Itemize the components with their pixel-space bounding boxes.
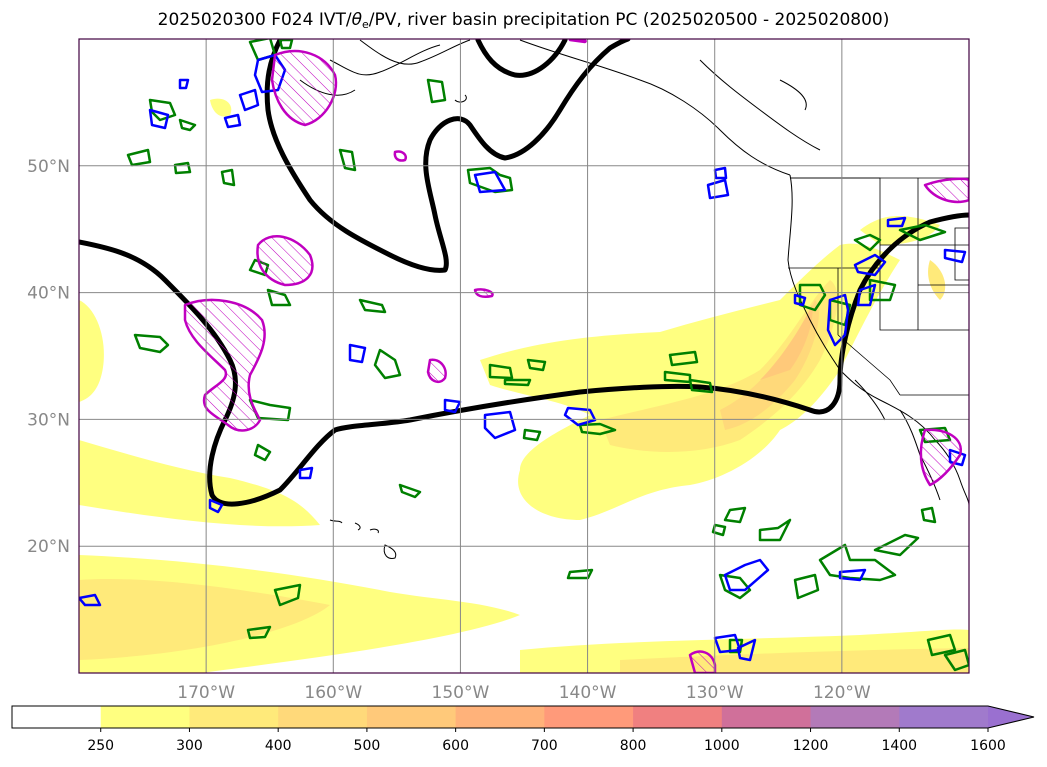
colorbar-segment — [721, 706, 812, 728]
colorbar-segment — [100, 706, 190, 728]
colorbar-segment — [810, 706, 900, 728]
colorbar-segment — [455, 706, 545, 728]
colorbar-segment — [189, 706, 279, 728]
colorbar-segment — [899, 706, 989, 728]
colorbar-tick-label: 400 — [265, 738, 292, 754]
lat-tick-label: 20°N — [27, 537, 70, 557]
colorbar-tick-label: 800 — [620, 738, 647, 754]
lon-tick-label: 160°W — [304, 683, 362, 703]
lat-tick-label: 30°N — [27, 410, 70, 430]
lon-tick-label: 120°W — [813, 683, 871, 703]
colorbar-tick-label: 1000 — [704, 738, 740, 754]
lon-tick-label: 170°W — [177, 683, 235, 703]
colorbar-tick-label: 300 — [176, 738, 203, 754]
lon-tick-label: 130°W — [686, 683, 744, 703]
title-theta-sub: e — [362, 18, 369, 31]
colorbar-tick-label: 1200 — [793, 738, 829, 754]
ivt-shading — [79, 98, 969, 673]
gridlines — [79, 39, 969, 673]
axis-labels: 170°W 160°W 150°W 140°W 130°W 120°W 50°N 40°N 30… — [27, 157, 871, 703]
colorbar-tick-label: 500 — [354, 738, 381, 754]
lon-tick-label: 150°W — [432, 683, 490, 703]
colorbar-tick-label: 600 — [442, 738, 469, 754]
title-theta: θ — [351, 10, 362, 30]
colorbar-extend-triangle — [988, 706, 1034, 728]
lon-tick-label: 140°W — [559, 683, 617, 703]
magenta-contours — [183, 39, 969, 673]
colorbar-tick-label: 700 — [531, 738, 558, 754]
lat-tick-label: 40°N — [27, 284, 70, 304]
colorbar-tick-label: 1400 — [881, 738, 917, 754]
title-suffix: /PV, river basin precipitation PC (20250… — [368, 10, 890, 30]
colorbar-tick-label: 1600 — [970, 738, 1006, 754]
colorbar-outline — [11, 705, 1035, 729]
colorbar-segment — [278, 706, 368, 728]
colorbar-segment — [366, 706, 457, 728]
title-prefix: 2025020300 F024 IVT/ — [157, 10, 352, 30]
colorbar-segment — [633, 706, 723, 728]
map-title: 2025020300 F024 IVT/θe/PV, river basin p… — [0, 10, 1047, 31]
colorbar-segment — [12, 706, 102, 728]
colorbar-tick-label: 250 — [87, 738, 114, 754]
colorbar-segment — [544, 706, 634, 728]
colorbar: 250 300 400 500 600 700 800 1000 1200 1400 1600 — [11, 705, 1035, 754]
lat-tick-label: 50°N — [27, 157, 70, 177]
map-frame — [78, 38, 970, 674]
